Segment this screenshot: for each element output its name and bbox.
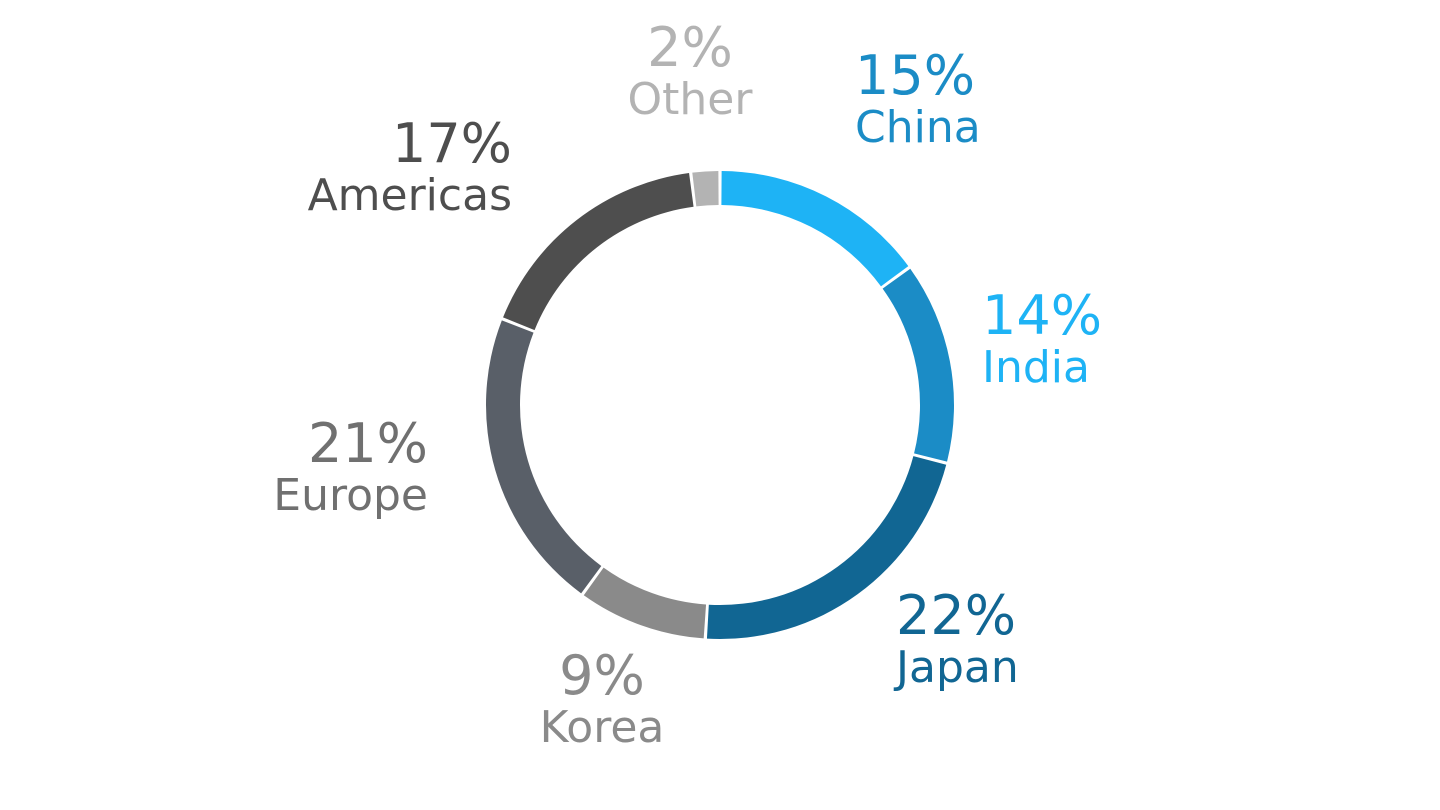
donut-slice-other — [692, 171, 719, 207]
donut-slice-korea — [583, 567, 707, 639]
donut-slice-japan — [706, 456, 947, 639]
label-europe: 21% Europe — [228, 412, 428, 521]
label-korea: 9% Korea — [512, 644, 692, 753]
label-india-name: India — [982, 341, 1090, 393]
label-europe-name: Europe — [273, 469, 428, 521]
label-china-name: China — [855, 101, 981, 153]
label-japan-name: Japan — [896, 641, 1019, 693]
label-americas-percent: 17% — [391, 112, 512, 175]
label-india-percent: 14% — [982, 284, 1103, 347]
donut-slice-europe — [486, 320, 602, 594]
label-americas: 17% Americas — [262, 112, 512, 221]
donut-slice-americas — [503, 173, 694, 331]
label-china: 15% China — [855, 44, 981, 153]
label-europe-percent: 21% — [307, 412, 428, 475]
label-other-name: Other — [627, 73, 753, 125]
label-other-percent: 2% — [647, 16, 733, 79]
label-other: 2% Other — [600, 16, 780, 125]
label-china-percent: 15% — [855, 44, 976, 107]
label-korea-name: Korea — [539, 701, 665, 753]
donut-slice-china — [721, 171, 909, 287]
donut-slice-india — [882, 268, 954, 462]
label-japan: 22% Japan — [896, 584, 1019, 693]
label-americas-name: Americas — [307, 169, 512, 221]
label-japan-percent: 22% — [896, 584, 1017, 647]
label-korea-percent: 9% — [559, 644, 645, 707]
label-india: 14% India — [982, 284, 1103, 393]
